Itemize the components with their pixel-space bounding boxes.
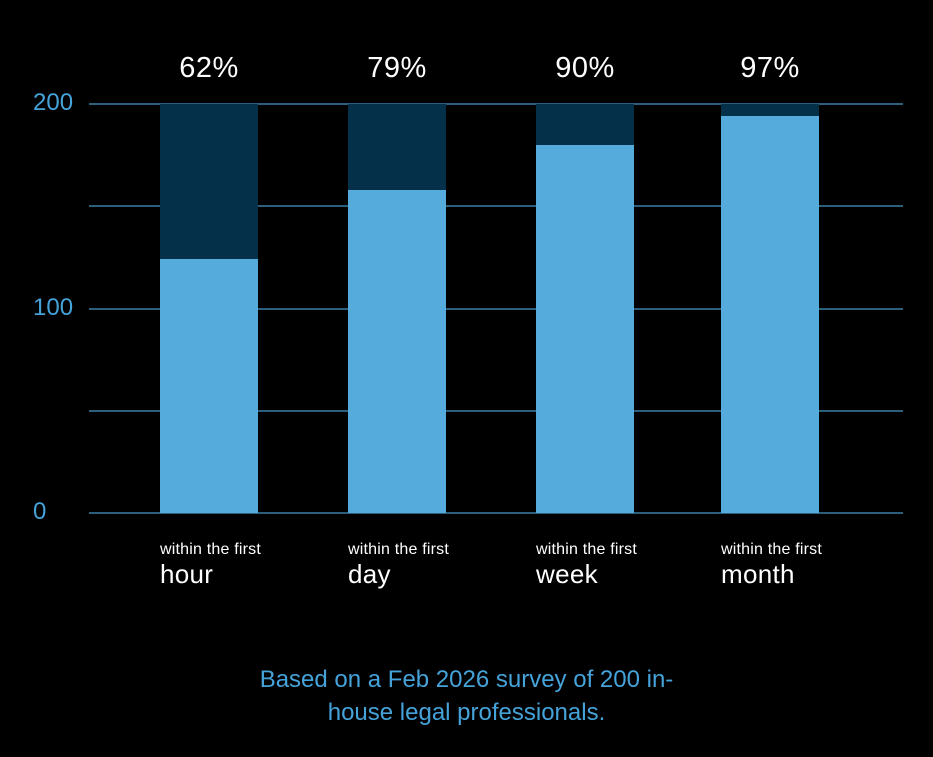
gridline-200 bbox=[89, 103, 903, 105]
category-prefix: within the first bbox=[160, 541, 262, 558]
bar-3-percent-label: 90% bbox=[555, 52, 615, 84]
caption: Based on a Feb 2026 survey of 200 in- ho… bbox=[0, 663, 933, 729]
caption-line-2: house legal professionals. bbox=[327, 699, 606, 726]
y-axis-label-0: 0 bbox=[33, 498, 47, 525]
gridline-0 bbox=[89, 512, 903, 514]
bar-3-category-label: within the first week bbox=[536, 540, 637, 589]
category-term: hour bbox=[160, 559, 214, 589]
category-term: month bbox=[721, 559, 795, 589]
bar-4-remainder-segment bbox=[721, 104, 819, 117]
category-term: week bbox=[536, 559, 598, 589]
gridline-50 bbox=[89, 409, 903, 412]
category-prefix: within the first bbox=[348, 541, 450, 558]
gridline-150 bbox=[89, 205, 903, 208]
bar-1-value-segment bbox=[160, 259, 258, 513]
bar-2-value-segment bbox=[348, 189, 446, 513]
bar-4-value-segment bbox=[721, 116, 819, 513]
category-prefix: within the first bbox=[536, 541, 638, 558]
category-prefix: within the first bbox=[721, 541, 823, 558]
bar-1-remainder-segment bbox=[160, 104, 258, 260]
bar-1-percent-label: 62% bbox=[179, 52, 239, 84]
caption-line-1: Based on a Feb 2026 survey of 200 in- bbox=[259, 666, 674, 693]
bar-1-category-label: within the first hour bbox=[160, 540, 261, 589]
y-axis-label-100: 100 bbox=[33, 293, 74, 321]
bar-3-remainder-segment bbox=[536, 104, 634, 145]
category-term: day bbox=[348, 559, 391, 589]
bar-2-percent-label: 79% bbox=[367, 52, 427, 84]
bar-2-category-label: within the first day bbox=[348, 540, 449, 589]
bar-4-percent-label: 97% bbox=[740, 52, 800, 84]
bar-4-category-label: within the first month bbox=[721, 540, 822, 589]
gridline-100 bbox=[89, 307, 903, 310]
bar-2-remainder-segment bbox=[348, 104, 446, 190]
bar-3-value-segment bbox=[536, 144, 634, 513]
y-axis-label-200: 200 bbox=[33, 89, 74, 116]
